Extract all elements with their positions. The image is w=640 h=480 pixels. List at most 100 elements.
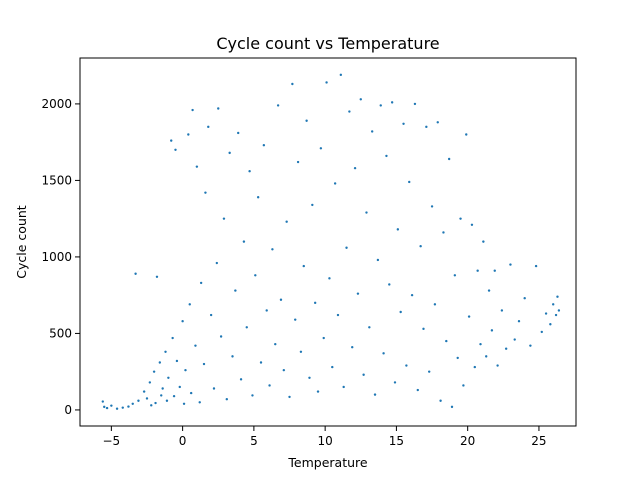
scatter-point <box>215 261 219 265</box>
scatter-point <box>325 81 328 84</box>
scatter-point <box>450 405 454 409</box>
scatter-point <box>167 376 170 379</box>
axis-ticks: −5 0 5 10 15 20 25 0 500 1000 1500 2000 <box>41 97 546 448</box>
scatter-point <box>356 292 360 295</box>
scatter-point <box>262 144 266 147</box>
scatter-point <box>209 313 213 317</box>
scatter-point <box>268 384 271 387</box>
scatter-point <box>212 387 216 390</box>
scatter-point <box>348 110 351 113</box>
scatter-point <box>187 133 190 136</box>
scatter-point <box>302 264 305 268</box>
scatter-point <box>373 393 377 396</box>
scatter-point <box>496 364 499 367</box>
scatter-point <box>549 323 552 326</box>
scatter-point <box>110 404 113 407</box>
scatter-point <box>396 228 400 231</box>
scatter-point <box>556 295 559 298</box>
scatter-point <box>319 147 323 150</box>
scatter-point <box>467 315 471 318</box>
scatter-point <box>430 205 434 208</box>
scatter-point <box>476 269 479 272</box>
scatter-point <box>271 248 274 251</box>
scatter-point <box>188 303 191 306</box>
scatter-point <box>158 361 162 364</box>
scatter-point <box>219 335 223 338</box>
scatter-point <box>189 391 193 395</box>
scatter-point <box>379 104 382 107</box>
scatter-point <box>148 381 152 384</box>
scatter-point <box>405 364 408 367</box>
scatter-point <box>500 309 504 312</box>
scatter-point <box>342 385 345 389</box>
scatter-point <box>299 350 303 353</box>
scatter-point <box>171 336 174 340</box>
y-tick-label: 2000 <box>41 97 72 111</box>
scatter-point <box>388 283 391 286</box>
scatter-point <box>285 220 288 223</box>
scatter-point <box>103 405 106 409</box>
scatter-point <box>254 274 257 277</box>
scatter-point <box>353 166 357 170</box>
scatter-point <box>191 108 194 112</box>
scatter-point <box>234 289 237 292</box>
scatter-point <box>160 394 163 397</box>
scatter-point <box>178 385 181 389</box>
scatter-point <box>194 344 197 347</box>
scatter-point <box>557 309 561 312</box>
scatter-point <box>433 303 437 306</box>
scatter-point <box>413 102 417 106</box>
scatter-point <box>402 122 405 126</box>
scatter-point <box>351 346 354 349</box>
scatter-point <box>259 361 263 364</box>
scatter-point <box>164 350 167 353</box>
scatter-point <box>150 404 153 407</box>
scatter-point <box>393 381 397 384</box>
scatter-point <box>154 401 157 405</box>
scatter-point <box>416 388 419 392</box>
scatter-point <box>490 329 494 332</box>
scatter-point <box>447 157 451 161</box>
scatter-point <box>174 148 177 152</box>
scatter-point <box>513 338 516 341</box>
scatter-point <box>161 387 164 390</box>
scatter-point <box>408 180 411 184</box>
scatter-point <box>155 275 159 279</box>
scatter-point <box>245 326 248 329</box>
scatter-point <box>142 390 146 393</box>
scatter-point <box>425 125 428 129</box>
scatter-point <box>207 125 210 129</box>
scatter-point <box>101 400 105 403</box>
scatter-point <box>554 313 558 317</box>
x-tick-label: 10 <box>318 434 333 448</box>
scatter-point <box>311 203 314 207</box>
scatter-point <box>362 373 365 376</box>
scatter-point <box>487 289 491 292</box>
scatter-point <box>145 397 149 400</box>
scatter-point <box>242 240 246 243</box>
scatter-point <box>127 405 130 408</box>
scatter-point <box>439 399 442 402</box>
scatter-point <box>456 356 459 360</box>
chart-title: Cycle count vs Temperature <box>216 34 439 53</box>
scatter-point <box>184 368 187 372</box>
x-tick-label: 15 <box>389 434 404 448</box>
scatter-point <box>182 402 186 406</box>
scatter-point <box>359 98 362 101</box>
scatter-point <box>308 376 311 379</box>
scatter-point <box>222 217 226 220</box>
scatter-point <box>305 119 308 122</box>
scatter-point <box>517 319 521 323</box>
scatter-point <box>445 339 448 343</box>
scatter-point <box>175 359 179 363</box>
scatter-point <box>509 263 512 266</box>
scatter-point <box>385 154 388 158</box>
scatter-point <box>428 370 431 373</box>
scatter-point <box>202 362 206 366</box>
scatter-point <box>181 319 184 323</box>
scatter-point <box>195 165 199 168</box>
scatter-point <box>422 327 425 331</box>
scatter-point <box>336 313 340 317</box>
scatter-point <box>436 121 439 124</box>
